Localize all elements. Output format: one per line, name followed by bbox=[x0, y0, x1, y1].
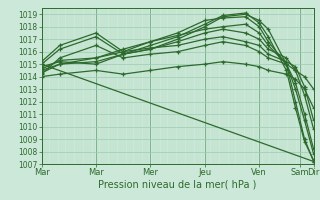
X-axis label: Pression niveau de la mer( hPa ): Pression niveau de la mer( hPa ) bbox=[99, 180, 257, 190]
